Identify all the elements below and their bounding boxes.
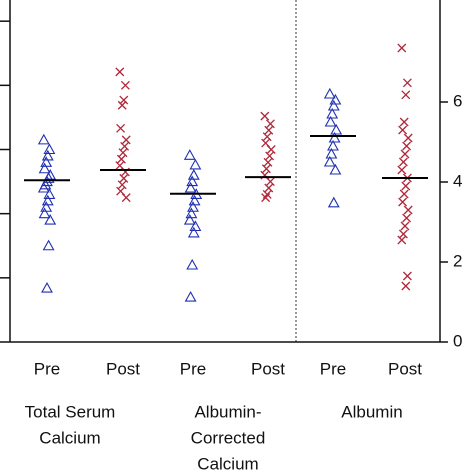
point [121, 135, 131, 145]
point [327, 139, 339, 151]
x-tick-label: Pre [180, 359, 206, 378]
y2-tick-label: 4 [453, 171, 462, 190]
point [183, 213, 196, 225]
point [43, 143, 56, 155]
point [264, 125, 274, 135]
point [261, 164, 271, 174]
point [120, 141, 130, 151]
point [397, 43, 407, 53]
point [262, 132, 272, 142]
point [330, 123, 343, 135]
point [186, 175, 199, 187]
x-tick-label: Post [106, 359, 140, 378]
point [120, 80, 130, 90]
point [398, 197, 408, 207]
point [327, 196, 340, 208]
point [265, 119, 275, 129]
point [116, 154, 126, 164]
point [401, 281, 411, 291]
point [41, 194, 54, 206]
group-label: Calcium [197, 454, 258, 473]
point [185, 207, 198, 219]
group-label: Calcium [39, 428, 100, 447]
point [184, 181, 197, 193]
y2-tick-label: 0 [453, 331, 462, 350]
point [402, 141, 412, 151]
point [400, 149, 410, 159]
point [121, 193, 131, 203]
group-label: Corrected [191, 428, 266, 447]
x-tick-label: Pre [320, 359, 346, 378]
y2-tick-label: 2 [453, 251, 462, 270]
point [184, 290, 197, 302]
point [117, 100, 127, 110]
point [187, 201, 199, 212]
point [42, 239, 55, 251]
point [261, 193, 271, 203]
point [119, 173, 129, 183]
point [323, 87, 336, 99]
point [401, 90, 411, 100]
point [118, 148, 128, 158]
point [326, 107, 339, 119]
point [260, 111, 270, 121]
point [266, 145, 276, 154]
point [265, 177, 275, 187]
point [40, 201, 53, 212]
point [402, 271, 412, 281]
point [187, 169, 200, 180]
point [325, 147, 338, 159]
point [189, 158, 202, 170]
point [265, 151, 275, 161]
point [119, 95, 129, 105]
point [400, 221, 410, 231]
point [116, 123, 126, 133]
point [183, 149, 196, 160]
group-label: Albumin- [194, 402, 261, 421]
point [44, 213, 57, 225]
point [398, 229, 408, 239]
point [328, 131, 341, 143]
point [188, 194, 201, 206]
point [397, 165, 407, 175]
point [403, 133, 413, 143]
point [37, 181, 50, 193]
point [401, 181, 411, 191]
point [115, 67, 125, 77]
group-label: Albumin [341, 402, 402, 421]
point [38, 162, 51, 174]
point [187, 226, 200, 238]
point [40, 156, 53, 167]
point [397, 235, 407, 245]
point [41, 281, 53, 293]
point [399, 189, 409, 199]
point [186, 258, 199, 270]
point [117, 180, 127, 190]
point [43, 188, 56, 199]
point [41, 149, 54, 161]
point [189, 220, 202, 232]
point [398, 125, 408, 135]
point [329, 163, 342, 175]
point [263, 157, 273, 167]
point [398, 157, 408, 167]
point [402, 78, 412, 88]
group-label: Total Serum [25, 402, 116, 421]
y2-tick-label: 6 [453, 91, 462, 110]
x-tick-label: Pre [34, 359, 60, 378]
point [402, 213, 412, 223]
point [403, 205, 413, 215]
x-tick-label: Post [388, 359, 422, 378]
point [324, 115, 337, 127]
point [327, 99, 340, 111]
point [323, 155, 336, 167]
point [38, 207, 51, 219]
point [329, 93, 342, 105]
x-tick-label: Post [251, 359, 285, 378]
point [37, 133, 50, 145]
point [399, 117, 409, 127]
point [264, 183, 274, 193]
